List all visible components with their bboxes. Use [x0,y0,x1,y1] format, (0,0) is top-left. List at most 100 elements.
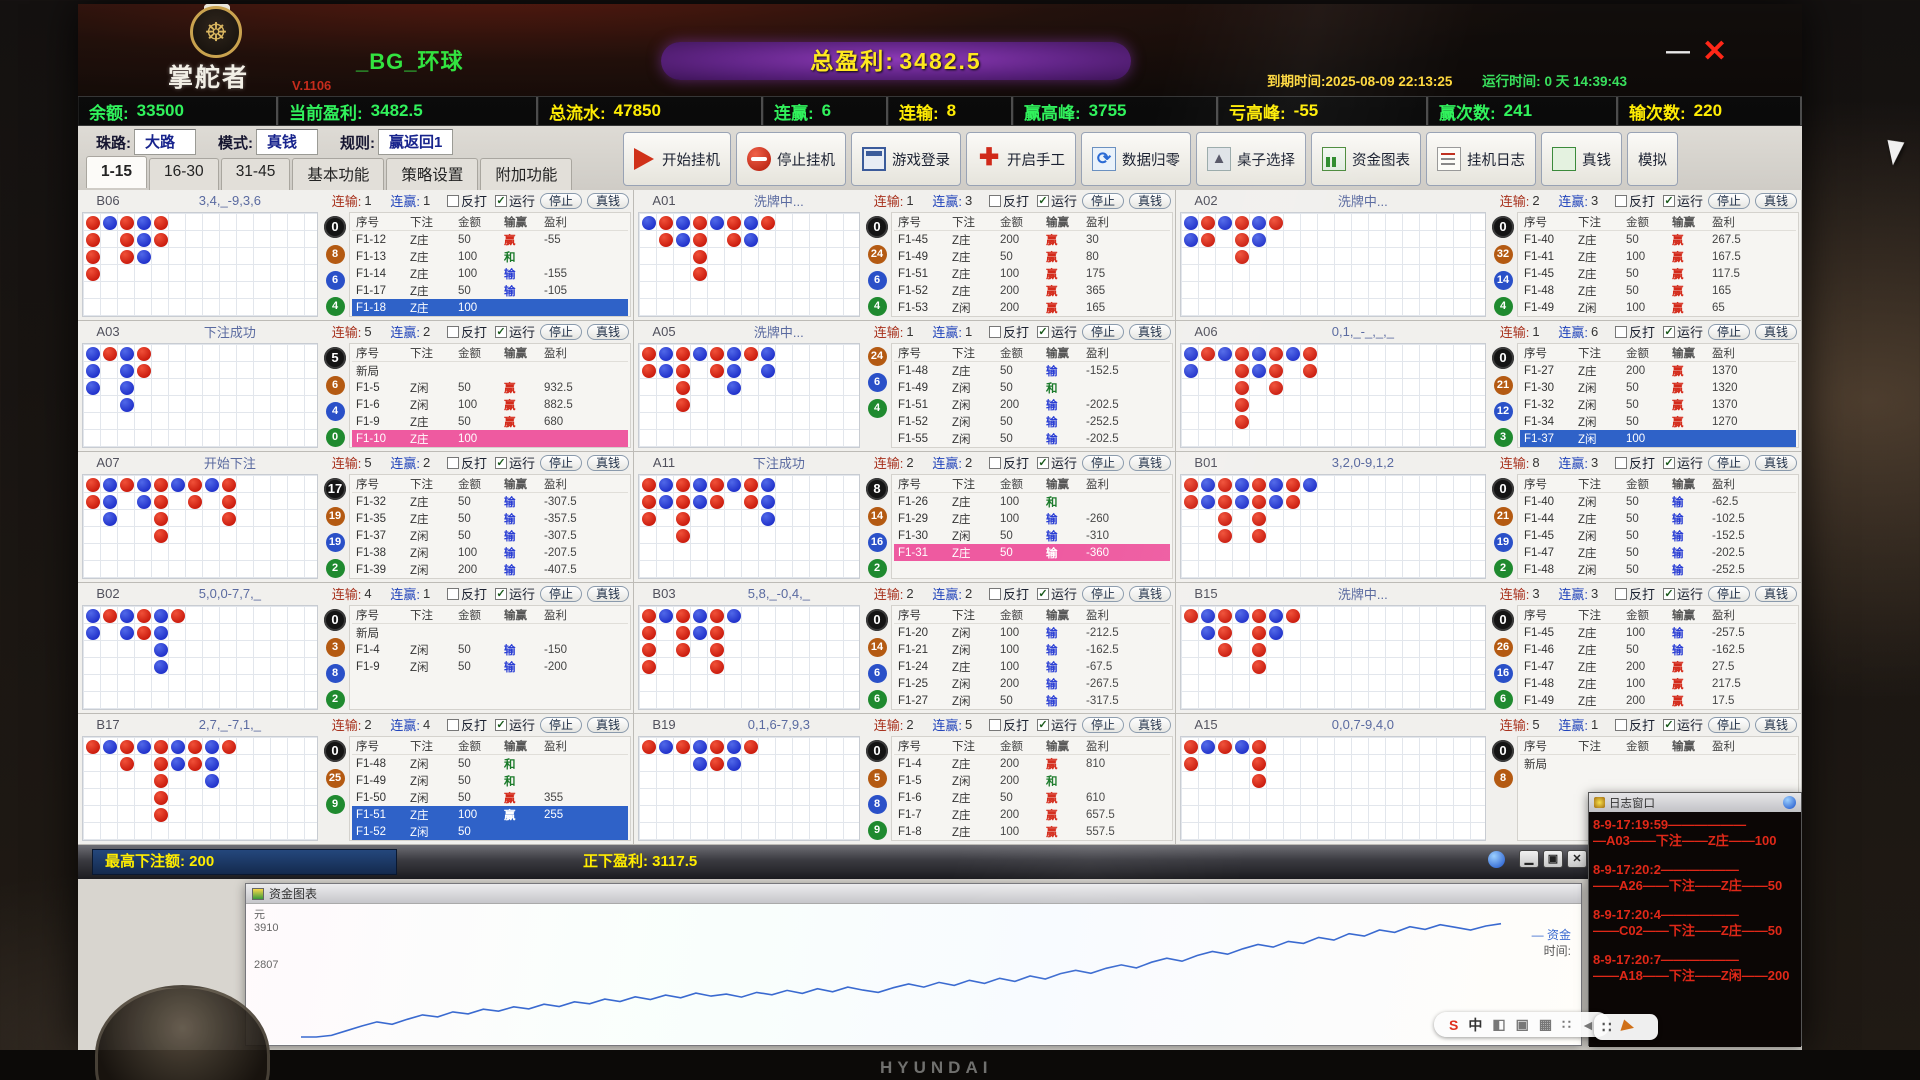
real-money-button[interactable]: 真钱 [1128,192,1171,209]
stop-button[interactable]: 停止 [1081,585,1124,602]
checkbox-unchecked[interactable] [1614,194,1627,207]
checkbox-unchecked[interactable] [988,587,1001,600]
tab-1-15[interactable]: 1-15 [86,156,148,188]
real-money-button[interactable]: 真钱 [586,585,629,602]
stop-button[interactable]: 停止 [1707,192,1750,209]
real-money-button[interactable]: 真钱 [1128,585,1171,602]
close-button[interactable]: ✕ [1702,35,1728,68]
real-money-button[interactable]: 真钱 [586,323,629,340]
checkbox-unchecked[interactable] [988,718,1001,731]
stop-button[interactable]: 停止 [539,192,582,209]
run-checkbox[interactable]: ✓ 运行 [1036,453,1077,472]
run-checkbox[interactable]: ✓ 运行 [494,584,535,603]
bar-maximize-button[interactable]: ▣ [1543,850,1563,868]
real-money-button[interactable]: 真钱 [1754,192,1797,209]
checkbox-unchecked[interactable] [988,194,1001,207]
tab-31-45[interactable]: 31-45 [220,158,291,190]
funds-chart-titlebar[interactable]: 资金图表 [246,884,1581,904]
reverse-checkbox[interactable]: 反打 [446,322,487,341]
stop-button[interactable]: 停止 [1081,454,1124,471]
checkbox-unchecked[interactable] [446,194,459,207]
toolbar-button-游戏登录[interactable]: 游戏登录 [851,132,961,186]
run-checkbox[interactable]: ✓ 运行 [1036,584,1077,603]
real-money-button[interactable]: 真钱 [1754,585,1797,602]
real-money-button[interactable]: 真钱 [586,454,629,471]
checkbox-unchecked[interactable] [1614,325,1627,338]
reverse-checkbox[interactable]: 反打 [988,453,1029,472]
checkbox-unchecked[interactable] [988,325,1001,338]
checkbox-checked[interactable]: ✓ [494,718,507,731]
toolbar-button-开始挂机[interactable]: 开始挂机 [623,132,731,186]
toolbar-button-数据归零[interactable]: ⟳ 数据归零 [1081,132,1191,186]
stop-button[interactable]: 停止 [1081,323,1124,340]
real-money-button[interactable]: 真钱 [1128,323,1171,340]
stop-button[interactable]: 停止 [539,454,582,471]
run-checkbox[interactable]: ✓ 运行 [494,453,535,472]
ime-icon[interactable]: ▦ [1538,1016,1553,1032]
real-money-button[interactable]: 真钱 [586,716,629,733]
checkbox-unchecked[interactable] [1614,456,1627,469]
ime-icon[interactable]: 中 [1468,1016,1483,1033]
real-money-button[interactable]: 真钱 [1754,454,1797,471]
checkbox-checked[interactable]: ✓ [1036,718,1049,731]
control-value-mode[interactable]: 真钱 [256,129,318,155]
real-money-button[interactable]: 真钱 [1128,716,1171,733]
stop-button[interactable]: 停止 [1081,192,1124,209]
checkbox-checked[interactable]: ✓ [1662,194,1675,207]
reverse-checkbox[interactable]: 反打 [1614,191,1655,210]
run-checkbox[interactable]: ✓ 运行 [1662,584,1703,603]
bar-minimize-button[interactable]: ▁ [1519,850,1539,868]
toolbar-button-资金图表[interactable]: 资金图表 [1311,132,1421,186]
run-checkbox[interactable]: ✓ 运行 [1036,191,1077,210]
checkbox-checked[interactable]: ✓ [494,456,507,469]
real-money-button[interactable]: 真钱 [586,192,629,209]
reverse-checkbox[interactable]: 反打 [1614,453,1655,472]
checkbox-checked[interactable]: ✓ [494,325,507,338]
stop-button[interactable]: 停止 [539,716,582,733]
ime-icon[interactable]: ▣ [1515,1016,1529,1032]
real-money-button[interactable]: 真钱 [1754,323,1797,340]
run-checkbox[interactable]: ✓ 运行 [494,322,535,341]
reverse-checkbox[interactable]: 反打 [988,715,1029,734]
checkbox-unchecked[interactable] [446,325,459,338]
checkbox-checked[interactable]: ✓ [1036,587,1049,600]
toolbar-button-挂机日志[interactable]: 挂机日志 [1426,132,1536,186]
tab-16-30[interactable]: 16-30 [149,158,219,190]
ime-icon[interactable]: ◄ [1580,1016,1595,1033]
checkbox-unchecked[interactable] [1614,718,1627,731]
tab-附加功能[interactable]: 附加功能 [480,158,573,190]
reverse-checkbox[interactable]: 反打 [1614,715,1655,734]
stop-button[interactable]: 停止 [1707,323,1750,340]
reverse-checkbox[interactable]: 反打 [446,191,487,210]
real-money-button[interactable]: 真钱 [1128,454,1171,471]
run-checkbox[interactable]: ✓ 运行 [494,715,535,734]
ime-icon[interactable]: S [1449,1016,1459,1033]
checkbox-checked[interactable]: ✓ [1662,587,1675,600]
reverse-checkbox[interactable]: 反打 [1614,584,1655,603]
checkbox-unchecked[interactable] [446,718,459,731]
checkbox-checked[interactable]: ✓ [494,587,507,600]
checkbox-checked[interactable]: ✓ [1036,325,1049,338]
checkbox-checked[interactable]: ✓ [1036,456,1049,469]
reverse-checkbox[interactable]: 反打 [1614,322,1655,341]
run-checkbox[interactable]: ✓ 运行 [494,191,535,210]
run-checkbox[interactable]: ✓ 运行 [1662,453,1703,472]
reverse-checkbox[interactable]: 反打 [446,453,487,472]
checkbox-checked[interactable]: ✓ [1662,456,1675,469]
checkbox-unchecked[interactable] [446,456,459,469]
control-value-rule[interactable]: 赢返回1 [378,129,454,155]
grid-icon[interactable]: ∷ [1602,1019,1612,1036]
toolbar-button-桌子选择[interactable]: ▲ 桌子选择 [1196,132,1306,186]
checkbox-checked[interactable]: ✓ [1036,194,1049,207]
tab-策略设置[interactable]: 策略设置 [386,158,479,190]
log-window-titlebar[interactable]: 日志窗口 [1589,793,1801,812]
real-money-button[interactable]: 真钱 [1754,716,1797,733]
stop-button[interactable]: 停止 [539,323,582,340]
run-checkbox[interactable]: ✓ 运行 [1662,191,1703,210]
toolbar-button-真钱[interactable]: 真钱 [1541,132,1622,186]
ime-icon[interactable]: ∷ [1562,1016,1571,1032]
run-checkbox[interactable]: ✓ 运行 [1662,715,1703,734]
toolbar-button-开启手工[interactable]: ✚ 开启手工 [966,132,1076,186]
reverse-checkbox[interactable]: 反打 [988,584,1029,603]
bar-close-button[interactable]: ✕ [1567,850,1587,868]
